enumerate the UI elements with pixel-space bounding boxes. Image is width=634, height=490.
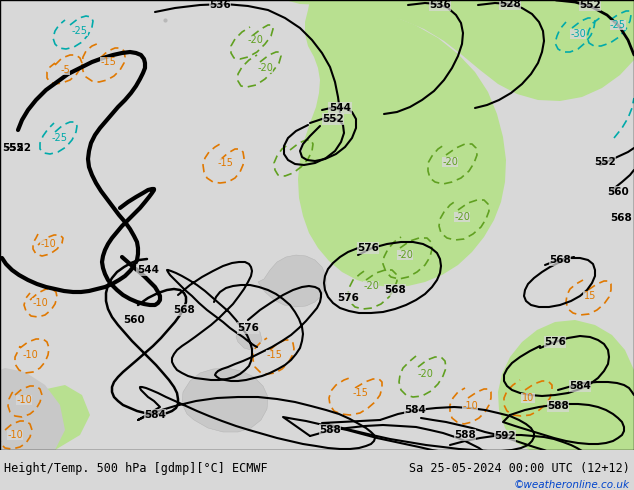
- Text: Sa 25-05-2024 00:00 UTC (12+12): Sa 25-05-2024 00:00 UTC (12+12): [409, 462, 630, 475]
- Text: 560: 560: [607, 187, 629, 197]
- Polygon shape: [498, 320, 634, 450]
- Text: -10: -10: [32, 298, 48, 308]
- Text: 536: 536: [429, 0, 451, 10]
- Polygon shape: [298, 0, 506, 287]
- Text: -10: -10: [462, 401, 478, 411]
- Text: 568: 568: [610, 213, 632, 223]
- Text: 10: 10: [522, 393, 534, 403]
- Text: -20: -20: [247, 35, 263, 45]
- Text: 568: 568: [173, 305, 195, 315]
- Text: 576: 576: [544, 337, 566, 347]
- Text: -10: -10: [7, 430, 23, 440]
- Text: -15: -15: [266, 350, 282, 360]
- Text: -20: -20: [454, 212, 470, 222]
- Polygon shape: [182, 368, 268, 432]
- Text: 576: 576: [357, 243, 379, 253]
- Text: 588: 588: [454, 430, 476, 440]
- Text: -15: -15: [217, 158, 233, 168]
- Text: 588: 588: [319, 425, 341, 435]
- Text: 588: 588: [547, 401, 569, 411]
- Polygon shape: [285, 0, 634, 101]
- Text: 584: 584: [144, 410, 166, 420]
- Text: 584: 584: [569, 381, 591, 391]
- Text: -10: -10: [40, 239, 56, 249]
- Text: -25: -25: [610, 20, 626, 30]
- Polygon shape: [236, 326, 262, 350]
- Text: 552: 552: [594, 157, 616, 167]
- Text: -20: -20: [397, 250, 413, 260]
- Text: -25: -25: [72, 26, 88, 36]
- Text: -30: -30: [570, 29, 586, 39]
- Text: -20: -20: [363, 281, 379, 291]
- Text: -25: -25: [52, 133, 68, 143]
- Text: 552: 552: [2, 143, 23, 153]
- Text: 568: 568: [549, 255, 571, 265]
- Text: -20: -20: [442, 157, 458, 167]
- Text: -10: -10: [22, 350, 38, 360]
- Text: -5: -5: [60, 65, 70, 75]
- Text: 568: 568: [384, 285, 406, 295]
- Text: 576: 576: [237, 323, 259, 333]
- Text: 536: 536: [209, 0, 231, 10]
- Text: -552: -552: [5, 143, 31, 153]
- Text: 544: 544: [329, 103, 351, 113]
- Text: Height/Temp. 500 hPa [gdmp][°C] ECMWF: Height/Temp. 500 hPa [gdmp][°C] ECMWF: [4, 462, 268, 475]
- Text: 584: 584: [404, 405, 426, 415]
- Text: -15: -15: [100, 57, 116, 67]
- Text: 15: 15: [584, 291, 596, 301]
- Polygon shape: [0, 368, 65, 450]
- Text: 576: 576: [337, 293, 359, 303]
- Text: -20: -20: [257, 63, 273, 73]
- Polygon shape: [0, 385, 90, 450]
- Text: 528: 528: [499, 0, 521, 9]
- Text: 592: 592: [494, 431, 516, 441]
- Text: -15: -15: [352, 388, 368, 398]
- Text: 560: 560: [123, 315, 145, 325]
- Text: 552: 552: [322, 114, 344, 124]
- Text: 552: 552: [579, 0, 601, 10]
- Polygon shape: [258, 255, 326, 307]
- Text: 544: 544: [137, 265, 159, 275]
- Text: -20: -20: [417, 369, 433, 379]
- Text: -10: -10: [16, 395, 32, 405]
- Text: ©weatheronline.co.uk: ©weatheronline.co.uk: [514, 480, 630, 490]
